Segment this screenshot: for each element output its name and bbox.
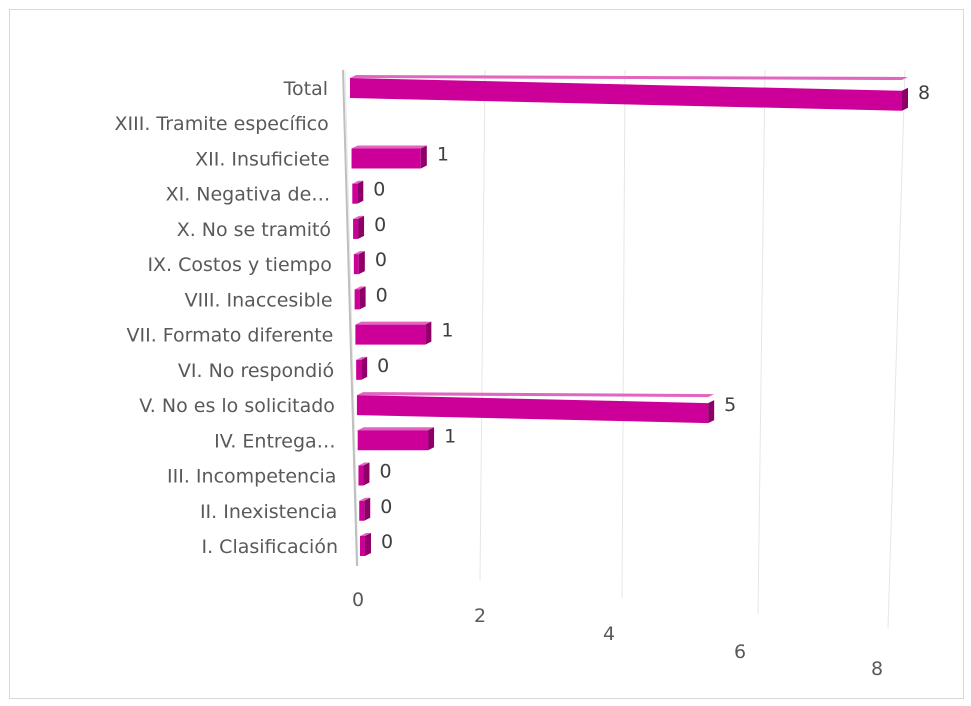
data-label: 1 [437,143,449,165]
data-label: 0 [375,249,387,271]
bar-side-face [428,427,435,451]
bar-top-face [352,180,364,184]
data-label: 1 [444,425,456,447]
bar [359,500,365,521]
gridline [344,69,359,567]
gridline [887,69,906,629]
x-tick-label: 8 [871,658,883,680]
category-label: XIII. Tramite específico [115,113,329,135]
bar [351,148,421,169]
data-label: 0 [377,355,389,377]
category-label: VII. Formato diferente [126,325,333,347]
bar-top-face [360,533,371,536]
category-label: V. No es lo solicitado [139,395,335,417]
category-label: VI. No respondió [178,360,334,382]
category-label: I. Clasificación [202,536,339,558]
x-tick-label: 2 [474,605,486,627]
bar-side-face [358,251,365,275]
data-label: 8 [918,82,930,104]
category-label: Total [283,78,328,100]
category-label: II. Inexistencia [200,501,337,523]
data-label: 0 [381,531,393,553]
bar-side-face [358,215,365,239]
bar [360,536,365,556]
category-label: IX. Costos y tiempo [147,254,331,276]
data-label: 0 [380,496,392,518]
bar-side-face [359,286,366,310]
data-label: 0 [376,284,388,306]
bar-top-face [354,286,366,290]
bar [350,78,902,111]
bar [355,324,426,345]
bar-top-face [356,356,368,360]
bar [357,430,429,451]
data-label: 0 [373,179,385,201]
category-label: X. No se tramitó [177,219,331,241]
category-label: XII. Insuficiete [195,148,329,170]
bar [358,465,364,486]
gridline [479,69,486,581]
bar-top-face [358,462,370,466]
bar [353,218,359,239]
data-label: 5 [724,394,736,416]
x-tick-label: 0 [352,589,364,611]
category-label: IV. Entrega… [214,430,336,452]
bar-side-face [364,497,371,521]
category-label: III. Incompetencia [167,466,336,488]
data-label: 0 [374,214,386,236]
gridline [757,69,766,615]
bar-side-face [365,533,371,556]
bar-side-face [361,356,368,380]
bar-side-face [363,462,370,486]
bar-side-face [357,180,364,204]
bar-side-face [902,87,908,111]
bar-top-face [357,427,435,431]
bar-side-face [425,321,432,345]
bar-side-face [708,400,715,424]
data-label: 0 [379,461,391,483]
bar [356,395,709,424]
bar-top-face [359,497,371,501]
bar [353,254,359,275]
bar-top-face [353,215,365,219]
bar-top-face [356,392,715,398]
bar [352,183,358,204]
bar-side-face [420,145,427,169]
category-label: XI. Negativa de… [166,184,331,206]
bar-top-face [353,251,365,255]
bar [354,289,360,310]
x-tick-label: 6 [734,641,746,663]
x-tick-label: 4 [603,623,615,645]
bar-top-face [350,75,908,80]
bar-top-face [351,145,427,149]
gridline [621,69,626,599]
data-label: 1 [441,320,453,342]
chart-frame [9,9,964,699]
bar [356,359,362,380]
bar-top-face [355,321,432,325]
category-axis-line [342,69,358,567]
category-label: VIII. Inaccesible [185,289,333,311]
